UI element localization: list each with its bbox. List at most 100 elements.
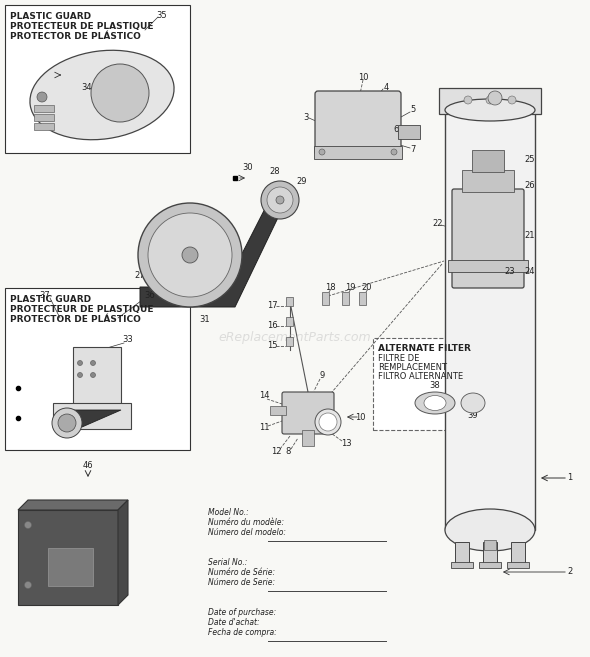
- Ellipse shape: [91, 64, 149, 122]
- Text: 9: 9: [319, 371, 324, 380]
- Circle shape: [148, 213, 232, 297]
- Text: Número de Serie:: Número de Serie:: [208, 578, 275, 587]
- Circle shape: [138, 203, 242, 307]
- Bar: [322, 292, 329, 305]
- Text: 29: 29: [297, 177, 307, 187]
- Text: 33: 33: [123, 336, 133, 344]
- Text: 5: 5: [411, 106, 415, 114]
- Text: Numéro de Série:: Numéro de Série:: [208, 568, 275, 577]
- Text: 30: 30: [242, 164, 253, 173]
- Ellipse shape: [445, 509, 535, 551]
- Circle shape: [37, 92, 47, 102]
- Ellipse shape: [461, 393, 485, 413]
- Ellipse shape: [415, 392, 455, 414]
- Circle shape: [319, 149, 325, 155]
- Bar: [286, 337, 293, 346]
- Circle shape: [319, 413, 337, 431]
- Text: 1: 1: [568, 474, 573, 482]
- Bar: [451, 562, 473, 568]
- Circle shape: [391, 149, 397, 155]
- Text: Fecha de compra:: Fecha de compra:: [208, 628, 277, 637]
- Text: 15: 15: [267, 342, 277, 350]
- Circle shape: [58, 414, 76, 432]
- Text: 7: 7: [410, 145, 416, 154]
- Text: 16: 16: [267, 321, 277, 330]
- Text: 19: 19: [345, 284, 355, 292]
- Text: 37: 37: [40, 290, 50, 300]
- Bar: [5, 5, 190, 153]
- Text: 35: 35: [157, 11, 168, 20]
- Bar: [34, 123, 54, 130]
- Text: 12: 12: [271, 447, 281, 457]
- Text: 25: 25: [525, 156, 535, 164]
- Text: 8: 8: [286, 447, 291, 457]
- Bar: [445, 110, 535, 530]
- Text: Número del modelo:: Número del modelo:: [208, 528, 286, 537]
- Text: 36: 36: [145, 290, 155, 300]
- Bar: [73, 347, 121, 425]
- Text: Serial No.:: Serial No.:: [208, 558, 247, 567]
- Bar: [398, 125, 420, 139]
- Text: 2: 2: [568, 568, 573, 576]
- FancyBboxPatch shape: [452, 189, 524, 288]
- Bar: [5, 288, 190, 450]
- Text: 23: 23: [504, 267, 515, 277]
- Bar: [286, 297, 293, 306]
- Text: 39: 39: [468, 411, 478, 420]
- Circle shape: [261, 181, 299, 219]
- Text: PROTECTEUR DE PLASTIQUE: PROTECTEUR DE PLASTIQUE: [10, 305, 153, 314]
- Polygon shape: [53, 410, 121, 427]
- FancyBboxPatch shape: [315, 91, 401, 155]
- Text: eReplacementParts.com: eReplacementParts.com: [219, 332, 371, 344]
- Circle shape: [464, 96, 472, 104]
- Text: Model No.:: Model No.:: [208, 508, 249, 517]
- Bar: [286, 317, 293, 326]
- Text: 14: 14: [259, 392, 269, 401]
- Text: 10: 10: [355, 413, 365, 422]
- Bar: [53, 403, 131, 429]
- Text: 26: 26: [525, 181, 535, 191]
- Bar: [511, 542, 525, 564]
- Circle shape: [25, 581, 31, 589]
- Text: PROTECTOR DE PLÁSTICO: PROTECTOR DE PLÁSTICO: [10, 315, 141, 324]
- Bar: [507, 562, 529, 568]
- Circle shape: [508, 96, 516, 104]
- Text: 20: 20: [362, 284, 372, 292]
- Text: 46: 46: [83, 461, 93, 470]
- Text: 21: 21: [525, 231, 535, 240]
- Circle shape: [315, 409, 341, 435]
- Polygon shape: [140, 195, 285, 307]
- Text: 4: 4: [384, 83, 389, 91]
- Bar: [462, 170, 514, 192]
- Bar: [34, 105, 54, 112]
- Circle shape: [267, 187, 293, 213]
- Text: Numéro du modèle:: Numéro du modèle:: [208, 518, 284, 527]
- Ellipse shape: [52, 408, 82, 438]
- Bar: [472, 150, 504, 172]
- Text: 31: 31: [199, 315, 210, 325]
- Bar: [302, 430, 314, 446]
- Text: 22: 22: [432, 219, 443, 227]
- Text: 11: 11: [259, 424, 269, 432]
- Polygon shape: [18, 510, 118, 605]
- Circle shape: [488, 91, 502, 105]
- FancyBboxPatch shape: [282, 392, 334, 434]
- Bar: [342, 292, 349, 305]
- Bar: [483, 542, 497, 564]
- Bar: [439, 88, 541, 114]
- Ellipse shape: [30, 51, 174, 140]
- Text: 3: 3: [303, 112, 309, 122]
- Circle shape: [90, 361, 96, 365]
- Circle shape: [77, 361, 83, 365]
- Text: FILTRE DE: FILTRE DE: [378, 354, 419, 363]
- Bar: [359, 292, 366, 305]
- Text: PLASTIC GUARD: PLASTIC GUARD: [10, 12, 91, 21]
- Circle shape: [486, 96, 494, 104]
- Bar: [314, 146, 402, 159]
- Text: 18: 18: [324, 284, 335, 292]
- Circle shape: [182, 247, 198, 263]
- Ellipse shape: [445, 99, 535, 121]
- Bar: [479, 562, 501, 568]
- Text: PROTECTOR DE PLÁSTICO: PROTECTOR DE PLÁSTICO: [10, 32, 141, 41]
- Polygon shape: [18, 500, 128, 510]
